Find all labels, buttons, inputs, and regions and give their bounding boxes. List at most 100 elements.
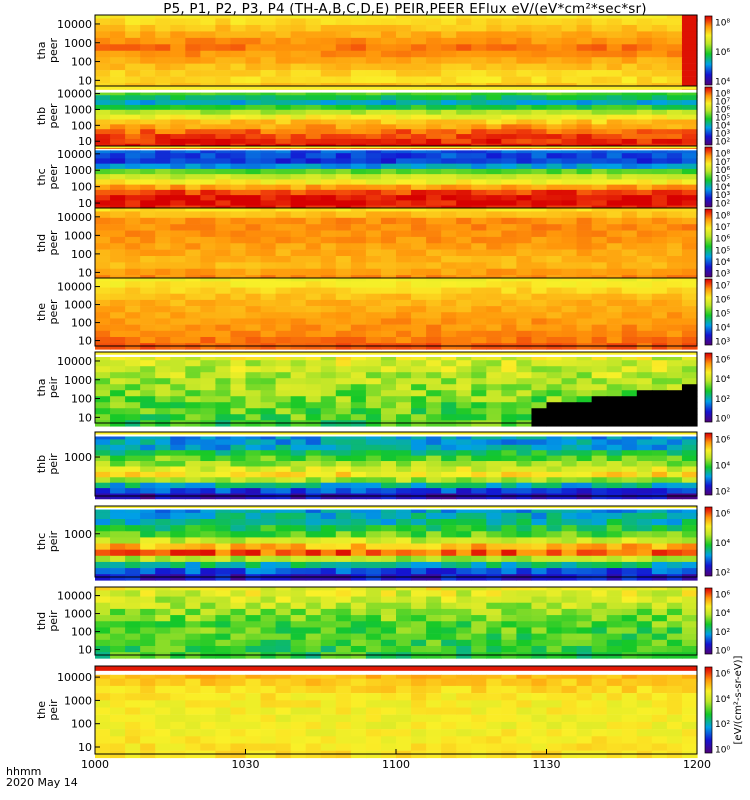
colorbar-tick-2-1: 10⁸ xyxy=(715,90,730,100)
panel-label-5: thepeer xyxy=(35,299,60,325)
colorbar-tick-2-4: 10⁵ xyxy=(715,114,730,124)
colorbar-tick-1-2: 10⁶ xyxy=(715,48,730,58)
y-tick-label-3-3: 100 xyxy=(71,181,92,194)
y-tick-label-5-2: 1000 xyxy=(64,299,92,312)
panel-label-product: peir xyxy=(47,610,60,632)
panel-label-product: peer xyxy=(47,164,60,190)
panel-thb-peer xyxy=(95,86,698,150)
y-tick-label-1-2: 1000 xyxy=(64,37,92,50)
x-axis-time-label: hhmm xyxy=(6,765,42,778)
panel-thd-peer xyxy=(95,208,698,282)
y-tick-label-10-3: 100 xyxy=(71,718,92,731)
colorbar-tick-8-2: 10⁴ xyxy=(715,539,730,549)
colorbar-10 xyxy=(704,666,713,754)
panel-frame-9 xyxy=(94,586,698,656)
panel-label-probe: thb xyxy=(35,455,48,473)
y-tick-label-4-2: 1000 xyxy=(64,229,92,242)
y-tick-label-6-1: 10000 xyxy=(57,355,92,368)
panel-thb-peir xyxy=(95,432,698,500)
colorbar-tick-4-1: 10⁸ xyxy=(715,212,730,222)
y-tick-label-2-4: 10 xyxy=(78,135,92,148)
colorbar-tick-2-3: 10⁶ xyxy=(715,106,730,116)
panel-the-peir xyxy=(95,666,698,759)
panel-thc-peir xyxy=(95,506,698,581)
y-tick-label-2-2: 1000 xyxy=(64,103,92,116)
y-tick-label-1-3: 100 xyxy=(71,56,92,69)
y-tick-label-5-4: 10 xyxy=(78,335,92,348)
panel-label-probe: tha xyxy=(35,41,48,59)
panel-label-product: peer xyxy=(47,38,60,64)
colorbar-tick-3-1: 10⁸ xyxy=(715,150,730,160)
colorbar-tick-7-1: 10⁶ xyxy=(715,436,730,446)
colorbar-tick-2-5: 10⁴ xyxy=(715,122,730,132)
y-tick-label-1-4: 10 xyxy=(78,74,92,87)
x-axis-date-label: 2020 May 14 xyxy=(6,776,78,789)
panel-label-9: thdpeir xyxy=(35,610,60,632)
y-tick-label-1-1: 10000 xyxy=(57,18,92,31)
y-tick-label-2-1: 10000 xyxy=(57,88,92,101)
colorbar-units-label: [eV/(cm²-s-sr-eV)] xyxy=(733,655,744,744)
panel-label-10: thepeir xyxy=(35,699,60,721)
y-tick-label-9-4: 10 xyxy=(78,644,92,657)
panel-label-6: thapeir xyxy=(35,376,60,398)
y-tick-label-8-1: 1000 xyxy=(64,528,92,541)
colorbar-tick-4-6: 10³ xyxy=(715,270,730,280)
colorbar-tick-2-6: 10³ xyxy=(715,130,730,140)
colorbar-2 xyxy=(704,86,713,146)
colorbar-tick-4-5: 10⁴ xyxy=(715,258,730,268)
panel-label-1: thapeer xyxy=(35,38,60,64)
colorbar-tick-5-3: 10⁵ xyxy=(715,310,730,320)
colorbar-tick-7-3: 10² xyxy=(715,488,730,498)
y-tick-label-6-2: 1000 xyxy=(64,374,92,387)
colorbar-tick-9-4: 10⁰ xyxy=(715,647,730,657)
x-tick-label-4: 1130 xyxy=(533,758,561,771)
colorbar-tick-3-4: 10⁵ xyxy=(715,175,730,185)
panel-tha-peir xyxy=(95,352,698,427)
colorbar-tick-6-1: 10⁶ xyxy=(715,356,730,366)
y-tick-label-3-2: 1000 xyxy=(64,164,92,177)
y-tick-label-3-4: 10 xyxy=(78,197,92,210)
colorbar-tick-10-2: 10⁴ xyxy=(715,695,730,705)
colorbar-tick-4-4: 10⁵ xyxy=(715,246,730,256)
y-tick-label-5-1: 10000 xyxy=(57,281,92,294)
colorbar-tick-5-4: 10⁴ xyxy=(715,324,730,334)
panel-thc-peer xyxy=(95,146,698,212)
colorbar-tick-6-4: 10⁰ xyxy=(715,415,730,425)
panel-label-product: peer xyxy=(47,230,60,256)
colorbar-tick-1-1: 10⁸ xyxy=(715,19,730,29)
panel-frame-8 xyxy=(94,505,698,578)
panel-label-product: peir xyxy=(47,453,60,475)
colorbar-tick-9-1: 10⁶ xyxy=(715,591,730,601)
colorbar-tick-3-6: 10³ xyxy=(715,191,730,201)
colorbar-tick-8-1: 10⁶ xyxy=(715,510,730,520)
colorbar-tick-3-3: 10⁶ xyxy=(715,166,730,176)
y-tick-label-7-1: 1000 xyxy=(64,451,92,464)
panel-label-probe: the xyxy=(35,701,48,719)
colorbar-tick-3-2: 10⁷ xyxy=(715,158,730,168)
panel-label-probe: thd xyxy=(35,612,48,630)
colorbar-tick-10-4: 10⁰ xyxy=(715,746,730,756)
x-tick-label-2: 1030 xyxy=(232,758,260,771)
panel-thd-peir xyxy=(95,587,698,659)
x-tick-label-1: 1000 xyxy=(81,758,109,771)
y-tick-label-2-3: 100 xyxy=(71,119,92,132)
panel-label-4: thdpeer xyxy=(35,230,60,256)
y-tick-label-9-2: 1000 xyxy=(64,608,92,621)
colorbar-tick-2-7: 10² xyxy=(715,138,730,148)
chart-title: P5, P1, P2, P3, P4 (TH-A,B,C,D,E) PEIR,P… xyxy=(163,1,647,17)
y-tick-label-4-1: 10000 xyxy=(57,211,92,224)
panel-label-product: peer xyxy=(47,299,60,325)
y-tick-label-3-1: 10000 xyxy=(57,148,92,161)
panel-label-8: thcpeir xyxy=(35,530,60,552)
colorbar-tick-5-2: 10⁶ xyxy=(715,296,730,306)
colorbar-tick-5-5: 10³ xyxy=(715,338,730,348)
panel-label-probe: thb xyxy=(35,107,48,125)
panel-label-probe: thd xyxy=(35,234,48,252)
colorbar-tick-4-2: 10⁷ xyxy=(715,223,730,233)
y-tick-label-4-3: 100 xyxy=(71,248,92,261)
colorbar-9 xyxy=(704,587,713,655)
y-tick-label-9-3: 100 xyxy=(71,626,92,639)
panel-frame-5 xyxy=(94,277,698,347)
panel-frame-7 xyxy=(94,431,698,497)
